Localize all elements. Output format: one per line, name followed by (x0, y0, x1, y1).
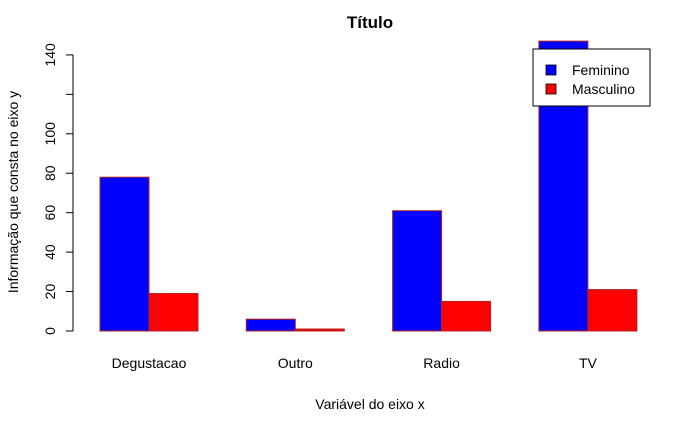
legend-label-feminino: Feminino (572, 62, 630, 78)
y-tick-label: 80 (42, 165, 58, 181)
legend-swatch-masculino (545, 83, 557, 95)
x-tick-label-tv: TV (579, 355, 598, 371)
y-tick-label: 0 (42, 327, 58, 335)
y-axis: 0 20 40 60 80 100 140 (42, 43, 74, 335)
y-tick-label: 40 (42, 244, 58, 260)
bar-radio-feminino (392, 210, 443, 332)
y-tick-label: 60 (42, 205, 58, 221)
y-axis-label: Informação que consta no eixo y (5, 91, 21, 293)
y-tick-label: 100 (42, 122, 58, 146)
x-tick-label-radio: Radio (423, 355, 460, 371)
bar-radio-masculino (441, 300, 492, 332)
x-tick-label-degustacao: Degustacao (112, 355, 187, 371)
legend-swatch-feminino (545, 64, 557, 76)
bar-tv-masculino (587, 289, 638, 332)
bar-outro-feminino (245, 318, 296, 332)
y-tick-label: 140 (42, 43, 58, 67)
y-tick-label: 20 (42, 284, 58, 300)
chart-title: Título (347, 13, 393, 32)
legend-box (532, 48, 651, 107)
x-tick-labels: Degustacao Outro Radio TV (112, 355, 598, 371)
x-axis-label: Variável do eixo x (315, 396, 424, 412)
legend: Feminino Masculino (532, 48, 651, 107)
bars-group (99, 40, 638, 332)
x-tick-label-outro: Outro (278, 355, 313, 371)
bar-degustacao-masculino (148, 293, 199, 332)
bar-degustacao-feminino (99, 176, 150, 332)
bar-outro-masculino (294, 328, 345, 332)
legend-label-masculino: Masculino (572, 81, 635, 97)
